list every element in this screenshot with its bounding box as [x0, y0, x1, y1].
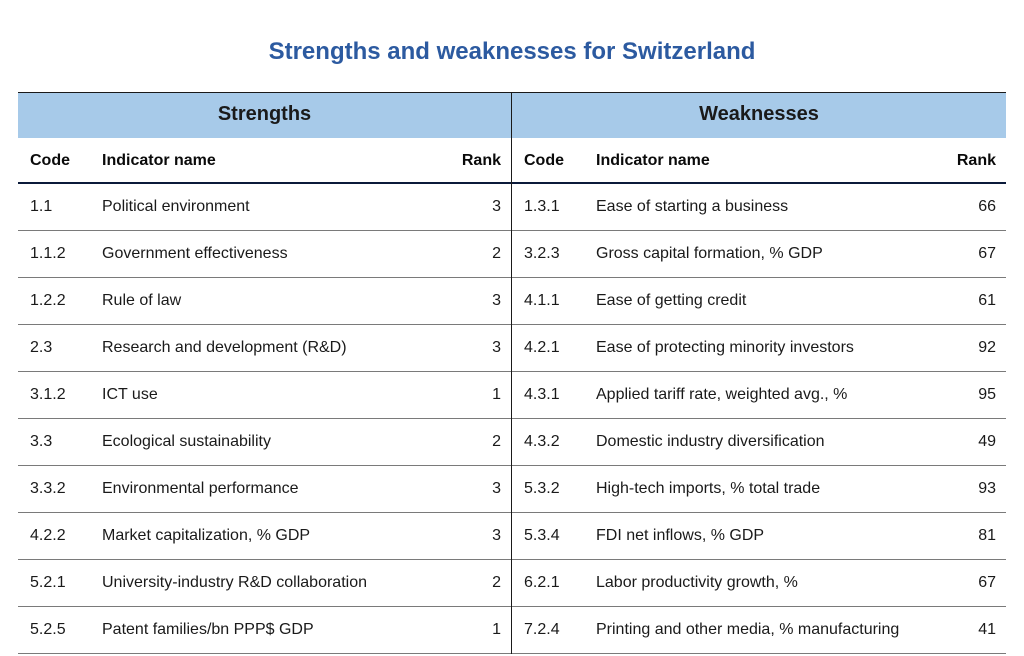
table-row: 4.2.1Ease of protecting minority investo… [512, 325, 1006, 372]
cell-rank: 93 [940, 480, 996, 498]
cell-indicator-name: Domestic industry diversification [596, 433, 940, 451]
cell-code: 4.1.1 [524, 292, 596, 310]
cell-indicator-name: Ease of protecting minority investors [596, 339, 940, 357]
col-header-code: Code [524, 152, 596, 170]
cell-code: 4.3.2 [524, 433, 596, 451]
table-row: 4.1.1Ease of getting credit61 [512, 278, 1006, 325]
cell-rank: 3 [445, 339, 501, 357]
cell-indicator-name: ICT use [102, 386, 445, 404]
col-header-name: Indicator name [596, 152, 940, 170]
weaknesses-rows: 1.3.1Ease of starting a business663.2.3G… [512, 184, 1006, 654]
cell-indicator-name: Political environment [102, 198, 445, 216]
cell-indicator-name: Applied tariff rate, weighted avg., % [596, 386, 940, 404]
cell-rank: 2 [445, 574, 501, 592]
cell-code: 7.2.4 [524, 621, 596, 639]
cell-code: 3.2.3 [524, 245, 596, 263]
col-header-name: Indicator name [102, 152, 445, 170]
table-row: 2.3Research and development (R&D)3 [18, 325, 511, 372]
cell-code: 4.2.1 [524, 339, 596, 357]
strengths-column-headers: Code Indicator name Rank [18, 138, 511, 184]
strengths-weaknesses-table: Strengths Code Indicator name Rank 1.1Po… [18, 92, 1006, 654]
table-row: 7.2.4Printing and other media, % manufac… [512, 607, 1006, 654]
table-row: 6.2.1Labor productivity growth, %67 [512, 560, 1006, 607]
cell-rank: 92 [940, 339, 996, 357]
cell-code: 5.3.4 [524, 527, 596, 545]
col-header-code: Code [30, 152, 102, 170]
cell-rank: 2 [445, 245, 501, 263]
cell-rank: 3 [445, 527, 501, 545]
table-row: 1.2.2Rule of law3 [18, 278, 511, 325]
cell-indicator-name: High-tech imports, % total trade [596, 480, 940, 498]
cell-code: 2.3 [30, 339, 102, 357]
cell-indicator-name: Research and development (R&D) [102, 339, 445, 357]
table-row: 3.3Ecological sustainability2 [18, 419, 511, 466]
cell-rank: 1 [445, 621, 501, 639]
cell-rank: 67 [940, 574, 996, 592]
cell-indicator-name: Printing and other media, % manufacturin… [596, 621, 940, 639]
cell-indicator-name: Government effectiveness [102, 245, 445, 263]
table-row: 4.3.2Domestic industry diversification49 [512, 419, 1006, 466]
table-row: 1.1Political environment3 [18, 184, 511, 231]
cell-rank: 81 [940, 527, 996, 545]
cell-code: 5.3.2 [524, 480, 596, 498]
cell-code: 6.2.1 [524, 574, 596, 592]
cell-code: 4.3.1 [524, 386, 596, 404]
cell-indicator-name: Environmental performance [102, 480, 445, 498]
cell-indicator-name: Market capitalization, % GDP [102, 527, 445, 545]
cell-code: 5.2.1 [30, 574, 102, 592]
cell-indicator-name: FDI net inflows, % GDP [596, 527, 940, 545]
cell-code: 3.3.2 [30, 480, 102, 498]
cell-indicator-name: Ease of getting credit [596, 292, 940, 310]
cell-code: 3.3 [30, 433, 102, 451]
weaknesses-column-headers: Code Indicator name Rank [512, 138, 1006, 184]
cell-rank: 1 [445, 386, 501, 404]
table-row: 5.3.4FDI net inflows, % GDP81 [512, 513, 1006, 560]
cell-indicator-name: Rule of law [102, 292, 445, 310]
col-header-rank: Rank [445, 152, 501, 170]
table-row: 4.2.2Market capitalization, % GDP3 [18, 513, 511, 560]
weaknesses-panel: Weaknesses Code Indicator name Rank 1.3.… [512, 93, 1006, 654]
table-row: 3.2.3Gross capital formation, % GDP67 [512, 231, 1006, 278]
page-title: Strengths and weaknesses for Switzerland [18, 38, 1006, 66]
cell-rank: 3 [445, 198, 501, 216]
cell-indicator-name: Labor productivity growth, % [596, 574, 940, 592]
table-row: 1.3.1Ease of starting a business66 [512, 184, 1006, 231]
cell-indicator-name: University-industry R&D collaboration [102, 574, 445, 592]
cell-rank: 66 [940, 198, 996, 216]
cell-code: 1.2.2 [30, 292, 102, 310]
strengths-rows: 1.1Political environment31.1.2Government… [18, 184, 511, 654]
cell-rank: 3 [445, 480, 501, 498]
cell-code: 4.2.2 [30, 527, 102, 545]
cell-code: 1.3.1 [524, 198, 596, 216]
cell-rank: 67 [940, 245, 996, 263]
cell-rank: 2 [445, 433, 501, 451]
cell-rank: 61 [940, 292, 996, 310]
table-row: 4.3.1Applied tariff rate, weighted avg.,… [512, 372, 1006, 419]
cell-rank: 49 [940, 433, 996, 451]
table-row: 3.3.2Environmental performance3 [18, 466, 511, 513]
cell-code: 1.1 [30, 198, 102, 216]
cell-rank: 3 [445, 292, 501, 310]
cell-code: 5.2.5 [30, 621, 102, 639]
cell-indicator-name: Ecological sustainability [102, 433, 445, 451]
table-row: 5.2.5Patent families/bn PPP$ GDP1 [18, 607, 511, 654]
cell-indicator-name: Patent families/bn PPP$ GDP [102, 621, 445, 639]
cell-code: 3.1.2 [30, 386, 102, 404]
cell-indicator-name: Gross capital formation, % GDP [596, 245, 940, 263]
col-header-rank: Rank [940, 152, 996, 170]
table-row: 1.1.2Government effectiveness2 [18, 231, 511, 278]
cell-indicator-name: Ease of starting a business [596, 198, 940, 216]
table-row: 5.3.2High-tech imports, % total trade93 [512, 466, 1006, 513]
weaknesses-banner: Weaknesses [512, 93, 1006, 138]
strengths-banner: Strengths [18, 93, 511, 138]
cell-code: 1.1.2 [30, 245, 102, 263]
table-row: 3.1.2ICT use1 [18, 372, 511, 419]
strengths-panel: Strengths Code Indicator name Rank 1.1Po… [18, 93, 512, 654]
cell-rank: 95 [940, 386, 996, 404]
cell-rank: 41 [940, 621, 996, 639]
table-row: 5.2.1University-industry R&D collaborati… [18, 560, 511, 607]
